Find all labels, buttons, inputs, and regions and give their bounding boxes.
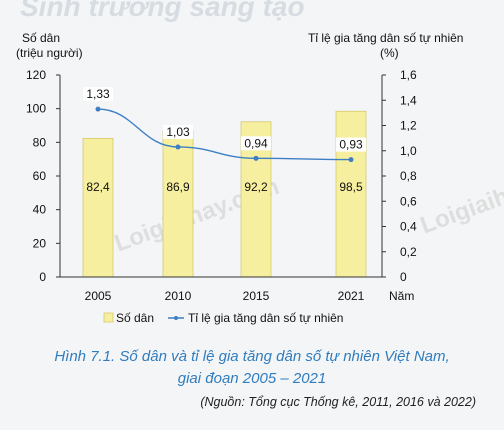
x-axis-label: Năm — [389, 289, 414, 303]
right-tick-label: 1,4 — [400, 93, 417, 107]
right-tick-label: 0,4 — [400, 220, 417, 234]
line-series: 1,33 1,03 0,94 0,93 — [83, 87, 366, 163]
bar-value-label: 86,9 — [166, 180, 190, 194]
left-tick-label: 120 — [26, 68, 46, 82]
x-tick-label: 2015 — [243, 289, 270, 303]
watermark-text-right: Loigiaihay.com — [417, 155, 504, 240]
line-value-label: 1,03 — [166, 125, 190, 139]
left-axis-unit: (triệu người) — [16, 46, 83, 60]
left-tick-label: 0 — [39, 270, 46, 284]
legend-swatch-marker — [174, 316, 178, 320]
axes — [59, 75, 383, 278]
chart-title-line1: Hình 7.1. Số dân và tỉ lệ gia tăng dân s… — [54, 348, 450, 365]
line-value-label: 0,93 — [339, 138, 363, 152]
right-tick-label: 0,6 — [400, 194, 417, 208]
right-axis-label: Tỉ lệ gia tăng dân số tự nhiên — [308, 31, 463, 45]
chart-source: (Nguồn: Tổng cục Thống kê, 2011, 2016 và… — [200, 395, 476, 409]
left-tick-label: 80 — [33, 135, 47, 149]
line-point — [253, 155, 259, 161]
line-value-label: 1,33 — [86, 87, 110, 101]
right-tick-label: 1,0 — [400, 144, 417, 158]
left-tick-label: 20 — [33, 236, 47, 250]
line-label-box — [163, 124, 193, 139]
line-value-label: 0,94 — [244, 136, 268, 150]
line-label-box — [336, 137, 366, 152]
right-axis-ticks: 0 0,2 0,4 0,6 0,8 1,0 1,2 1,4 1,6 — [382, 68, 417, 284]
bar — [162, 130, 194, 278]
bar — [82, 137, 114, 278]
x-tick-label: 2005 — [85, 289, 112, 303]
legend-swatch-bar — [103, 312, 114, 323]
left-tick-label: 60 — [33, 169, 47, 183]
line-point — [348, 157, 354, 163]
right-tick-label: 0,2 — [400, 245, 417, 259]
left-tick-label: 100 — [26, 102, 46, 116]
x-tick-label: 2021 — [338, 289, 365, 303]
legend-label-line: Tỉ lệ gia tăng dân số tự nhiên — [188, 311, 343, 325]
bar-value-label: 92,2 — [244, 180, 268, 194]
legend: Số dân Tỉ lệ gia tăng dân số tự nhiên — [103, 311, 343, 325]
header-text: Sinh trưởng sáng tạo — [20, 0, 305, 22]
right-tick-label: 0,8 — [400, 169, 417, 183]
x-tick-label: 2010 — [165, 289, 192, 303]
left-axis-ticks: 0 20 40 60 80 100 120 — [26, 68, 60, 284]
right-tick-label: 0 — [400, 270, 407, 284]
legend-label-bar: Số dân — [116, 311, 154, 325]
bar-value-label: 98,5 — [339, 180, 363, 194]
left-tick-label: 40 — [33, 203, 47, 217]
line-label-box — [83, 87, 113, 102]
right-tick-label: 1,6 — [400, 68, 417, 82]
line-point — [175, 144, 181, 150]
line-label-box — [241, 136, 271, 151]
bar-value-label: 82,4 — [86, 180, 110, 194]
x-axis-ticks: 2005 2010 2015 2021 — [85, 289, 365, 303]
chart-title-line2: giai đoạn 2005 – 2021 — [177, 370, 327, 387]
left-axis-label: Số dân — [22, 31, 60, 45]
right-tick-label: 1,2 — [400, 119, 417, 133]
bar — [335, 110, 367, 278]
line-path — [97, 108, 352, 161]
line-point — [95, 106, 101, 112]
right-axis-unit: (%) — [380, 46, 399, 60]
